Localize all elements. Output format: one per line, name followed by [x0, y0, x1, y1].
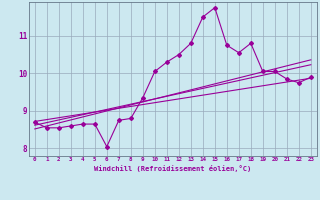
X-axis label: Windchill (Refroidissement éolien,°C): Windchill (Refroidissement éolien,°C)	[94, 165, 252, 172]
